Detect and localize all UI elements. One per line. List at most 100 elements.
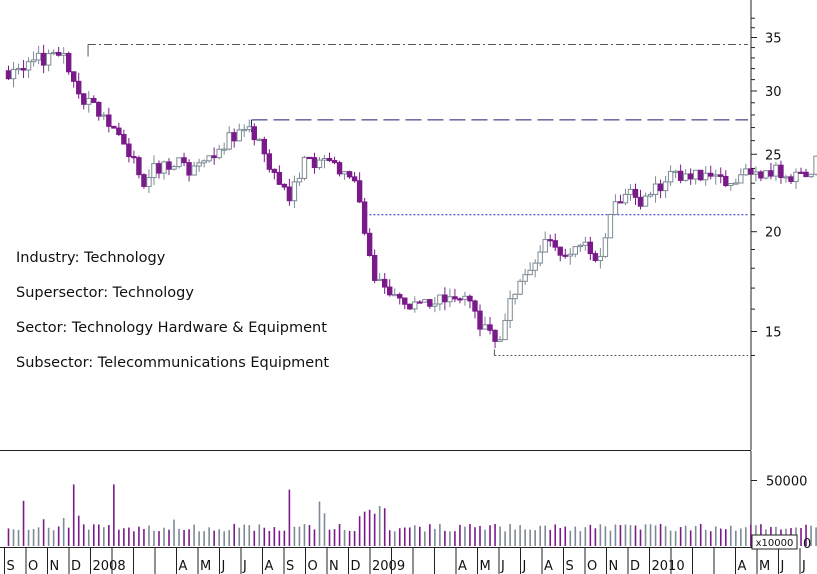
price-tick-label: 35 bbox=[765, 32, 782, 47]
candle-up bbox=[171, 166, 177, 170]
candle-up bbox=[738, 174, 744, 184]
candle-up bbox=[221, 148, 227, 151]
month-label: S bbox=[566, 559, 574, 574]
month-label: N bbox=[329, 559, 339, 574]
candle-down bbox=[181, 157, 187, 164]
candle-up bbox=[437, 294, 443, 305]
candle-up bbox=[10, 68, 17, 80]
candle-up bbox=[482, 324, 488, 330]
candle-down bbox=[211, 155, 217, 159]
candle-up bbox=[773, 164, 779, 177]
candle-down bbox=[557, 246, 563, 256]
candle-down bbox=[677, 170, 684, 181]
candle-up bbox=[527, 269, 533, 276]
candle-up bbox=[667, 171, 674, 183]
candle-down bbox=[427, 299, 433, 307]
candle-down bbox=[96, 101, 102, 117]
candle-down bbox=[452, 296, 458, 300]
candle-up bbox=[176, 157, 182, 168]
candle-up bbox=[808, 173, 814, 178]
candle-down bbox=[116, 127, 122, 136]
candle-down bbox=[326, 158, 333, 162]
candle-down bbox=[346, 171, 353, 178]
month-label: N bbox=[609, 559, 619, 574]
candle-down bbox=[592, 253, 599, 261]
candle-up bbox=[50, 51, 57, 55]
candle-up bbox=[291, 181, 298, 202]
candle-down bbox=[166, 161, 172, 170]
candle-down bbox=[803, 171, 809, 178]
volume-tick-label: 0 bbox=[803, 537, 811, 552]
candle-up bbox=[692, 169, 699, 180]
candle-down bbox=[758, 171, 764, 179]
candle-down bbox=[472, 300, 478, 312]
month-label: J bbox=[780, 559, 785, 574]
candle-up bbox=[432, 303, 438, 307]
month-label: D bbox=[351, 559, 361, 574]
candle-up bbox=[733, 182, 739, 185]
candle-up bbox=[25, 61, 32, 71]
candle-up bbox=[542, 239, 548, 253]
candle-up bbox=[627, 188, 634, 195]
candle-up bbox=[582, 241, 589, 246]
candle-up bbox=[146, 177, 152, 187]
candle-down bbox=[397, 293, 403, 299]
subsector-label: Subsector: Telecommunications Equipment bbox=[16, 353, 330, 388]
candle-up bbox=[412, 301, 418, 310]
candle-up bbox=[226, 132, 232, 150]
candle-down bbox=[487, 324, 493, 331]
month-label: 2008 bbox=[93, 559, 126, 574]
month-label: 2010 bbox=[652, 559, 685, 574]
candle-down bbox=[657, 183, 664, 192]
candle-down bbox=[251, 126, 257, 141]
candle-up bbox=[256, 138, 262, 142]
candle-up bbox=[537, 251, 543, 264]
candle-up bbox=[642, 195, 649, 207]
candle-down bbox=[91, 97, 97, 103]
candle-down bbox=[351, 176, 358, 182]
month-label: S bbox=[286, 559, 294, 574]
candle-down bbox=[547, 239, 553, 242]
candle-down bbox=[402, 297, 408, 305]
candle-down bbox=[271, 168, 278, 174]
candle-up bbox=[517, 280, 523, 295]
volume-unit-box bbox=[751, 534, 798, 550]
month-label: M bbox=[480, 559, 491, 574]
candle-down bbox=[778, 164, 784, 178]
candle-down bbox=[417, 301, 423, 304]
candle-down bbox=[40, 52, 47, 66]
candle-down bbox=[587, 241, 594, 255]
candle-up bbox=[507, 298, 513, 321]
candle-down bbox=[5, 70, 12, 80]
candle-up bbox=[321, 158, 328, 161]
candle-up bbox=[191, 165, 197, 176]
candle-down bbox=[687, 173, 694, 180]
candlesticks bbox=[5, 44, 817, 349]
month-label: A bbox=[738, 559, 747, 574]
candle-down bbox=[637, 196, 644, 207]
candle-down bbox=[276, 172, 283, 185]
candle-down bbox=[407, 303, 413, 310]
candle-up bbox=[341, 171, 348, 175]
candle-up bbox=[301, 156, 308, 179]
candle-down bbox=[136, 157, 142, 176]
candle-down bbox=[331, 160, 338, 164]
month-label: M bbox=[200, 559, 211, 574]
month-label: J bbox=[221, 559, 226, 574]
candle-down bbox=[718, 174, 724, 177]
candle-up bbox=[296, 177, 303, 183]
candle-down bbox=[81, 93, 87, 105]
candle-down bbox=[311, 157, 318, 169]
month-label: M bbox=[759, 559, 770, 574]
month-label: A bbox=[544, 559, 553, 574]
candle-up bbox=[35, 52, 42, 61]
month-label: N bbox=[50, 559, 60, 574]
candle-down bbox=[231, 132, 237, 142]
candle-down bbox=[552, 240, 558, 248]
month-label: J bbox=[801, 559, 806, 574]
candle-down bbox=[381, 278, 388, 288]
candle-down bbox=[266, 153, 273, 170]
candle-down bbox=[261, 138, 268, 155]
candle-down bbox=[286, 186, 293, 202]
